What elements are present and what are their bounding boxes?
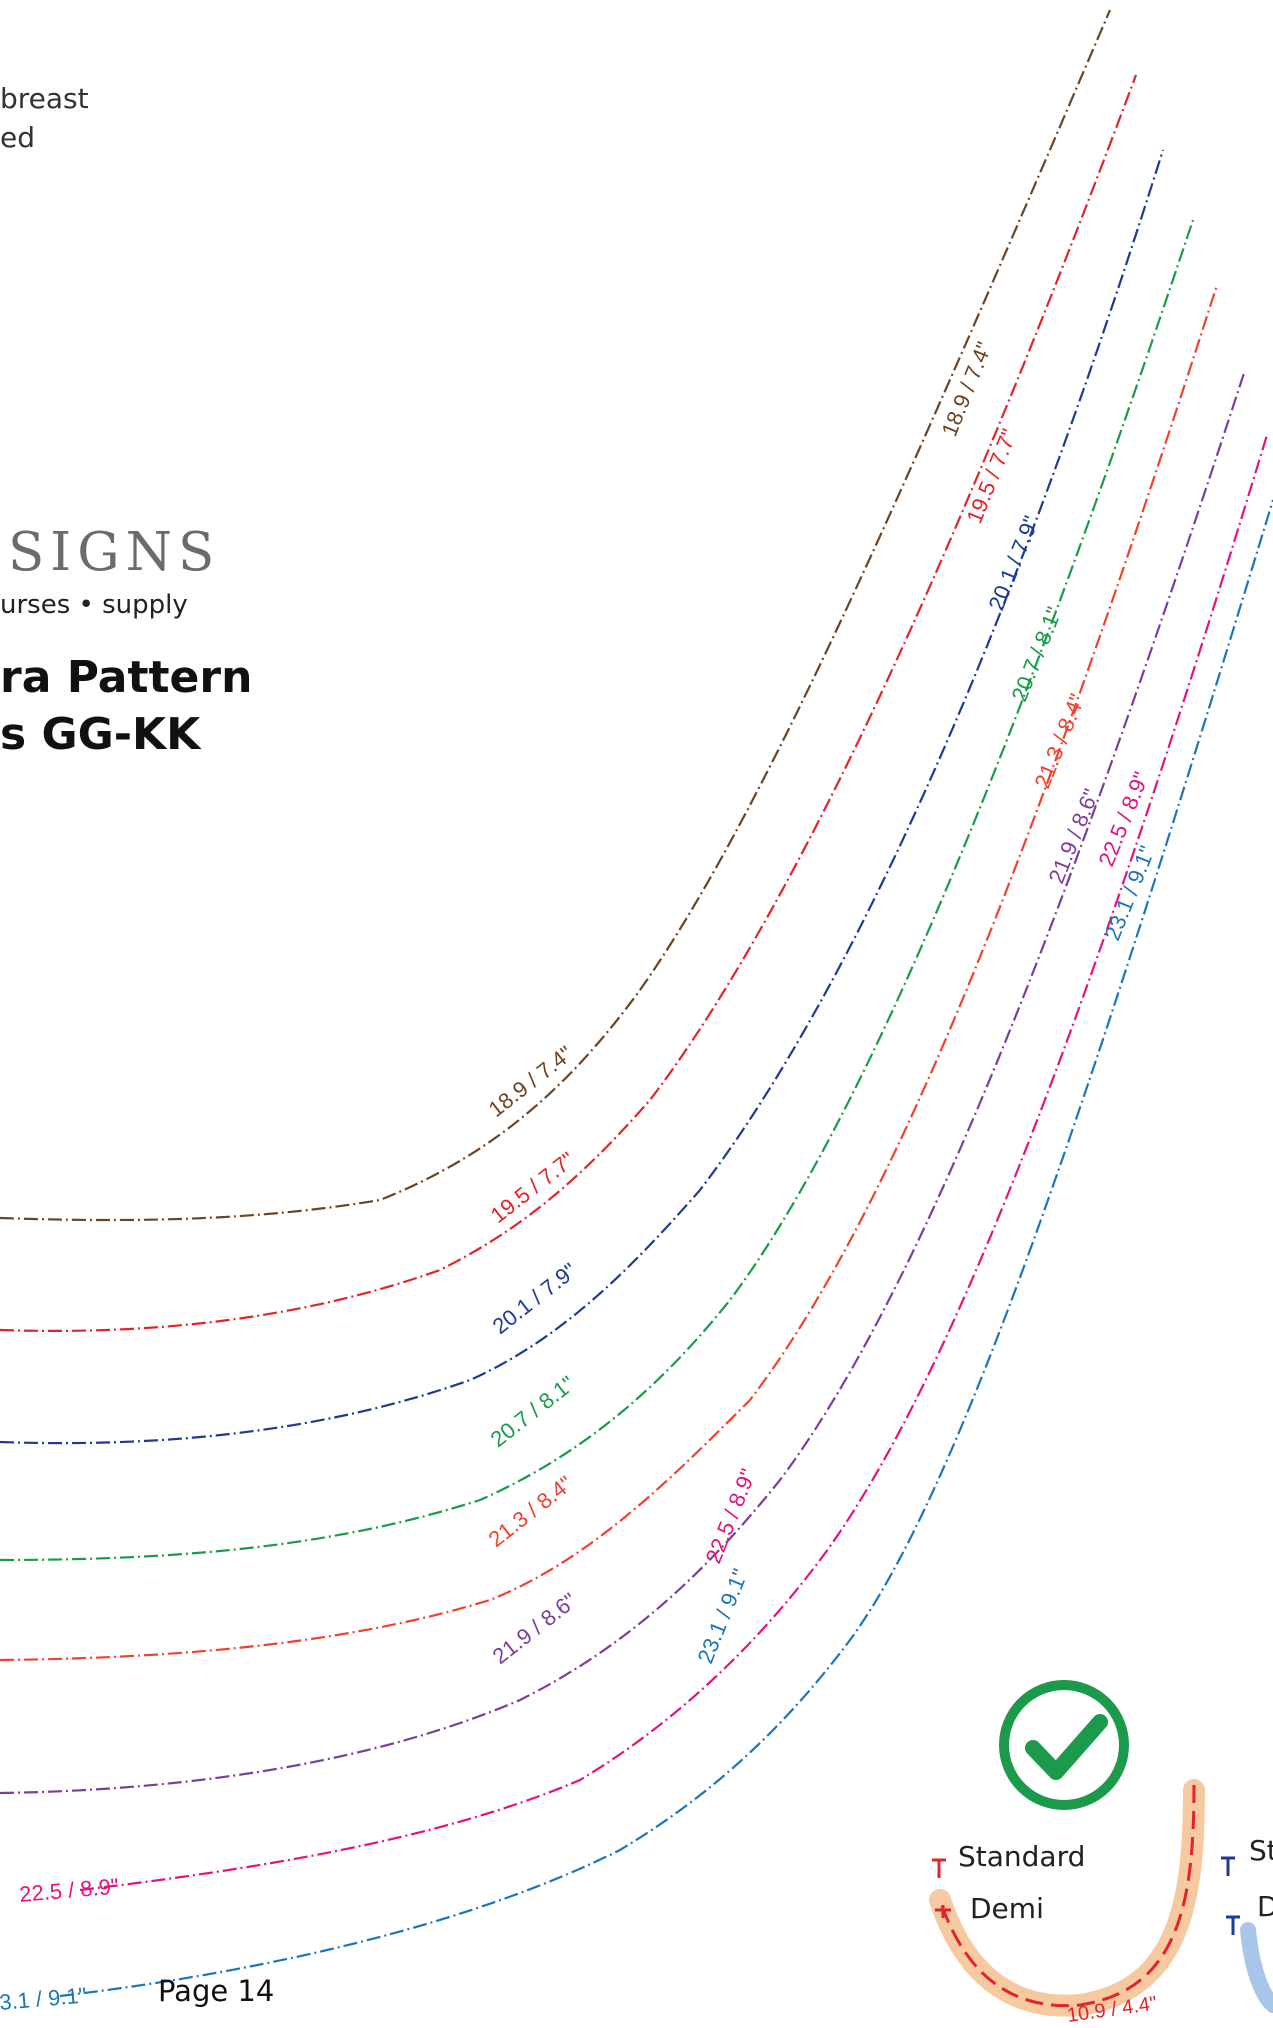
curve-22-5: [79, 434, 1269, 1892]
curve-label: 21.3 / 8.4": [1029, 690, 1089, 792]
demi-marker-icon: [1226, 1915, 1240, 1935]
intro-text-line-1: breast: [0, 82, 89, 115]
demi-marker-icon: [935, 1905, 951, 1918]
underwire-legend-graphic: 10.9 / 4.4": [929, 1779, 1273, 2027]
check-circle-icon: [999, 1680, 1129, 1810]
curve-label: 21.9 / 8.6": [1043, 785, 1103, 887]
curve-label: 19.5 / 7.7": [486, 1147, 580, 1228]
page-number: Page 14: [158, 1974, 275, 2008]
curve-label: 20.7 / 8.1": [486, 1371, 580, 1452]
logo-wordmark: SIGNS: [8, 522, 221, 583]
curve-label: 21.9 / 8.6": [488, 1588, 582, 1669]
pattern-title-line-1: ra Pattern: [0, 652, 253, 703]
curve-label: 19.5 / 7.7": [961, 425, 1021, 527]
intro-text-line-2: ed: [0, 121, 35, 154]
legend-demi-label: Demi: [970, 1892, 1044, 1925]
curve-21-3: [0, 284, 1219, 1662]
curve-20-1: [0, 149, 1165, 1445]
curve-21-9: [0, 369, 1247, 1795]
legend2-standard-label: St: [1249, 1834, 1273, 1867]
curve-label: 20.1 / 7.9": [983, 512, 1043, 614]
standard-marker-icon: [1221, 1856, 1235, 1876]
standard-marker-icon: [932, 1858, 946, 1878]
curve-label: 22.5 / 8.9": [18, 1873, 119, 1907]
curve-label: 21.3 / 8.4": [484, 1471, 578, 1552]
curve-label: 23.1 / 9.1": [692, 1565, 752, 1667]
curve-19-5: [0, 74, 1138, 1332]
curve-label: 20.7 / 8.1": [1006, 603, 1066, 705]
curve-label: 20.1 / 7.9": [488, 1258, 582, 1339]
legend2-demi-label: D: [1257, 1890, 1273, 1923]
curve-20-7: [0, 219, 1195, 1562]
curve-23-1: [59, 499, 1273, 1998]
pattern-title-line-2: s GG-KK: [0, 709, 201, 760]
curve-18-9: [0, 9, 1112, 1222]
legend-standard-label: Standard: [958, 1840, 1086, 1873]
logo-tagline: urses • supply: [0, 590, 188, 620]
curve-label: 3.1 / 9.1": [0, 1982, 87, 2015]
curve-label: 22.5 / 8.9": [700, 1465, 760, 1567]
